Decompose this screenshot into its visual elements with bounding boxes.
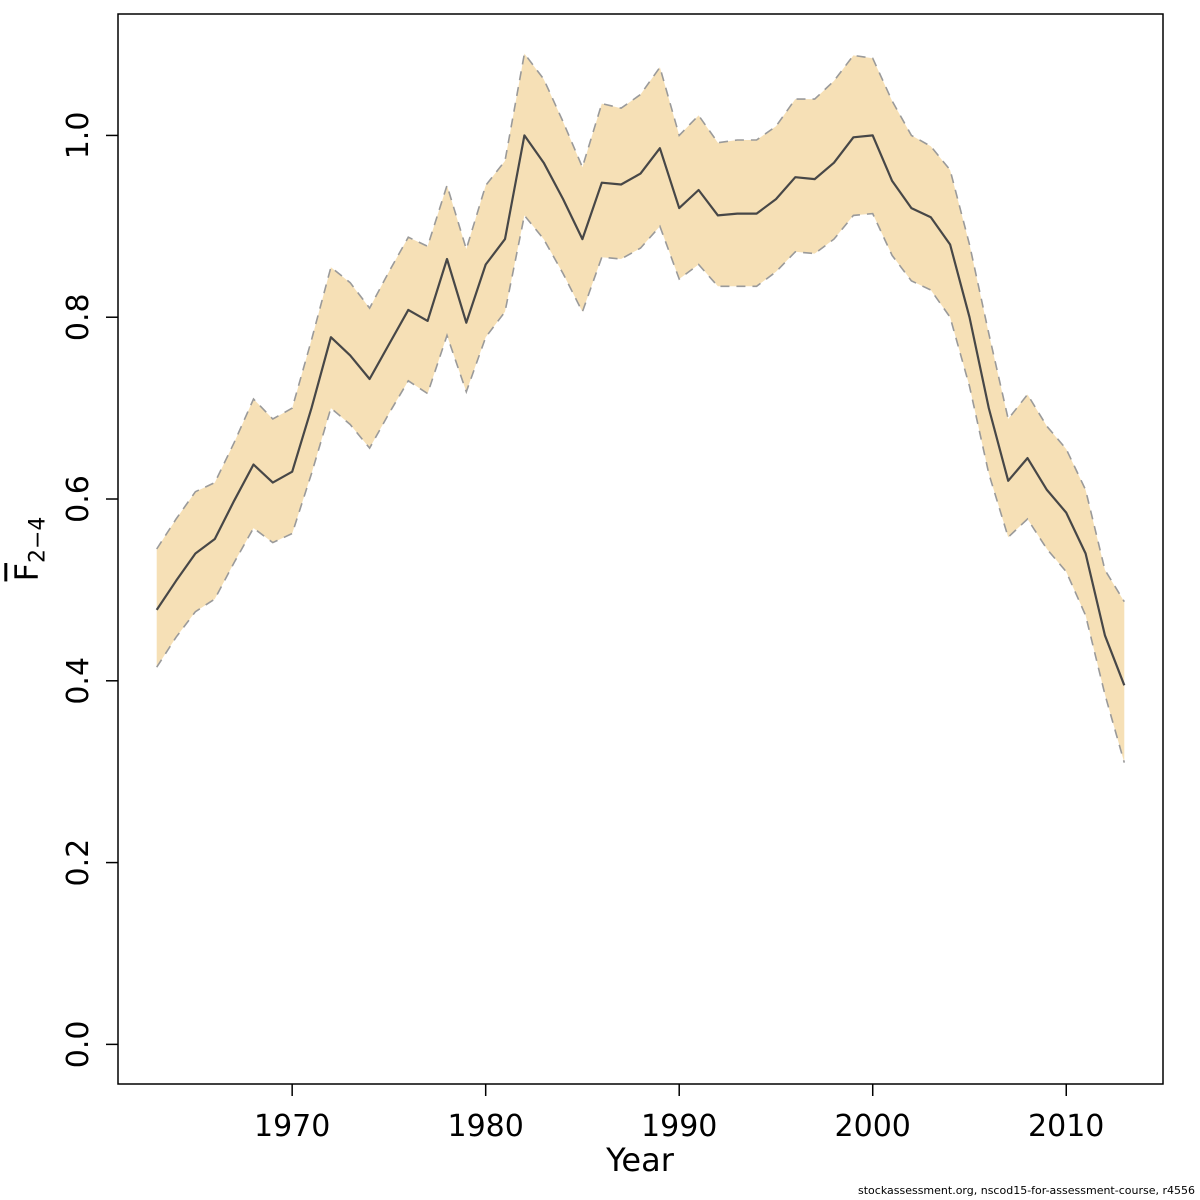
x-axis-title: Year (606, 1141, 674, 1179)
y-tick-label: 0.0 (61, 1021, 96, 1069)
x-tick-label: 1990 (641, 1109, 717, 1144)
y-axis-title-fbar: F (7, 563, 46, 582)
y-tick-label: 0.8 (61, 293, 96, 341)
footer-attribution: stockassessment.org, nscod15-for-assessm… (858, 1184, 1195, 1197)
x-tick-label: 2010 (1028, 1109, 1104, 1144)
y-tick-label: 0.6 (61, 475, 96, 523)
confidence-band (156, 53, 1125, 763)
x-tick-label: 2000 (835, 1109, 911, 1144)
estimate-line (155, 134, 1126, 686)
y-tick-label: 0.2 (61, 839, 96, 887)
y-tick-label: 1.0 (61, 112, 96, 160)
y-axis-title: F2−4 (7, 516, 51, 582)
lower-confidence-edge (156, 212, 1126, 763)
y-axis-title-subscript: 2−4 (25, 516, 51, 564)
upper-confidence-edge (156, 51, 1125, 603)
y-tick-label: 0.4 (61, 657, 96, 705)
x-tick-label: 1980 (448, 1109, 524, 1144)
x-tick-label: 1970 (254, 1109, 330, 1144)
plot-border (117, 13, 1164, 1085)
